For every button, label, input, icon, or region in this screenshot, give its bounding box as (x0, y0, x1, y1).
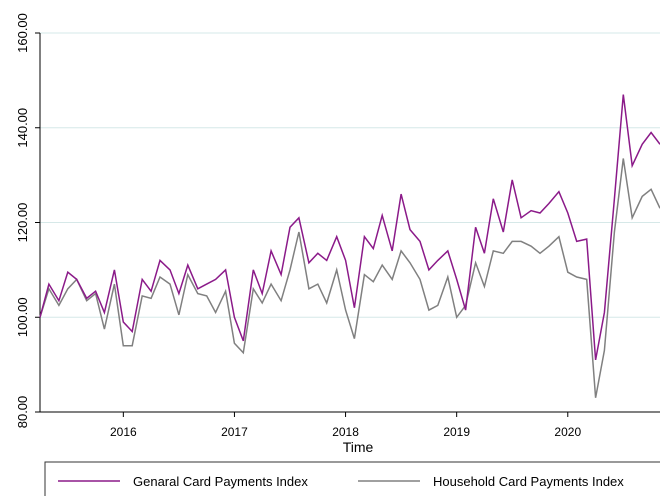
x-tick-label: 2018 (332, 425, 359, 439)
series-line (39, 158, 660, 398)
series-line (39, 94, 660, 361)
y-tick-label: 80.00 (15, 396, 30, 429)
legend-box (44, 461, 660, 496)
y-tick-label: 160.00 (15, 13, 30, 53)
y-tick-label: 120.00 (15, 203, 30, 243)
legend-label: Household Card Payments Index (433, 474, 624, 489)
y-tick-label: 140.00 (15, 108, 30, 148)
y-tick-label: 100.00 (15, 297, 30, 337)
x-axis-title: Time (343, 439, 374, 455)
x-tick-label: 2017 (221, 425, 248, 439)
x-tick-label: 2019 (443, 425, 470, 439)
legend-label: Genaral Card Payments Index (133, 474, 308, 489)
x-tick-label: 2020 (554, 425, 581, 439)
x-tick-label: 2016 (110, 425, 137, 439)
